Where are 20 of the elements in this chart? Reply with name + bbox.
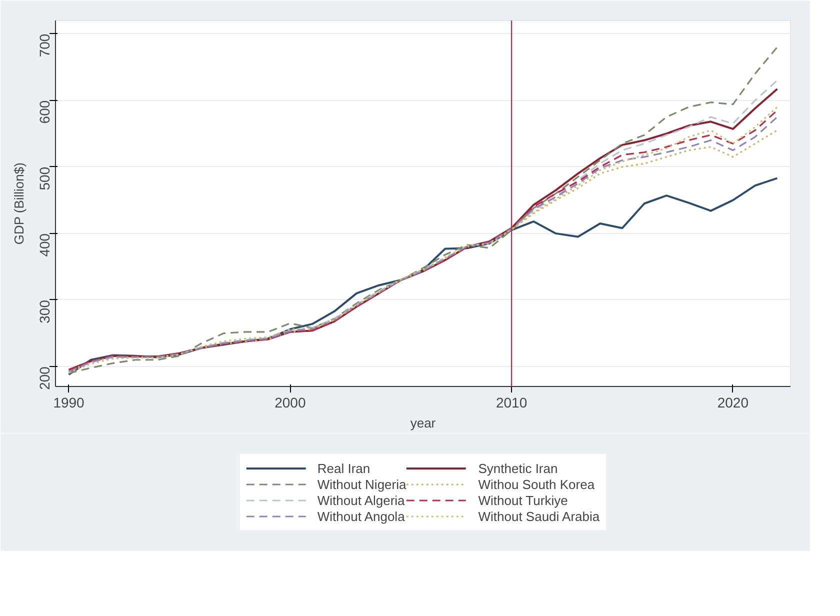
legend-label: Without Angola [317,508,405,524]
legend-label: Without Nigeria [317,476,406,492]
y-tick-label: 600 [36,100,52,124]
y-tick-label: 500 [36,166,52,190]
y-tick-label: 400 [36,233,52,257]
x-tick-label: 2020 [717,394,749,410]
y-axis-title: GDP (Billion$) [12,162,26,245]
y-tick-label: 200 [36,366,52,390]
y-tick-label: 300 [36,300,52,324]
legend-label: Real Iran [317,460,370,476]
x-tick-label: 2000 [274,394,306,410]
legend-label: Withou South Korea [478,476,595,492]
legend-label: Synthetic Iran [478,460,558,476]
x-tick-label: 2010 [496,394,528,410]
legend-label: Without Turkiye [478,492,568,508]
x-tick-label: 1990 [53,394,85,410]
y-tick-label: 700 [36,34,52,58]
legend-label: Without Saudi Arabia [478,508,600,524]
x-axis-title: year [410,416,436,430]
legend-label: Without Algeria [317,492,405,508]
